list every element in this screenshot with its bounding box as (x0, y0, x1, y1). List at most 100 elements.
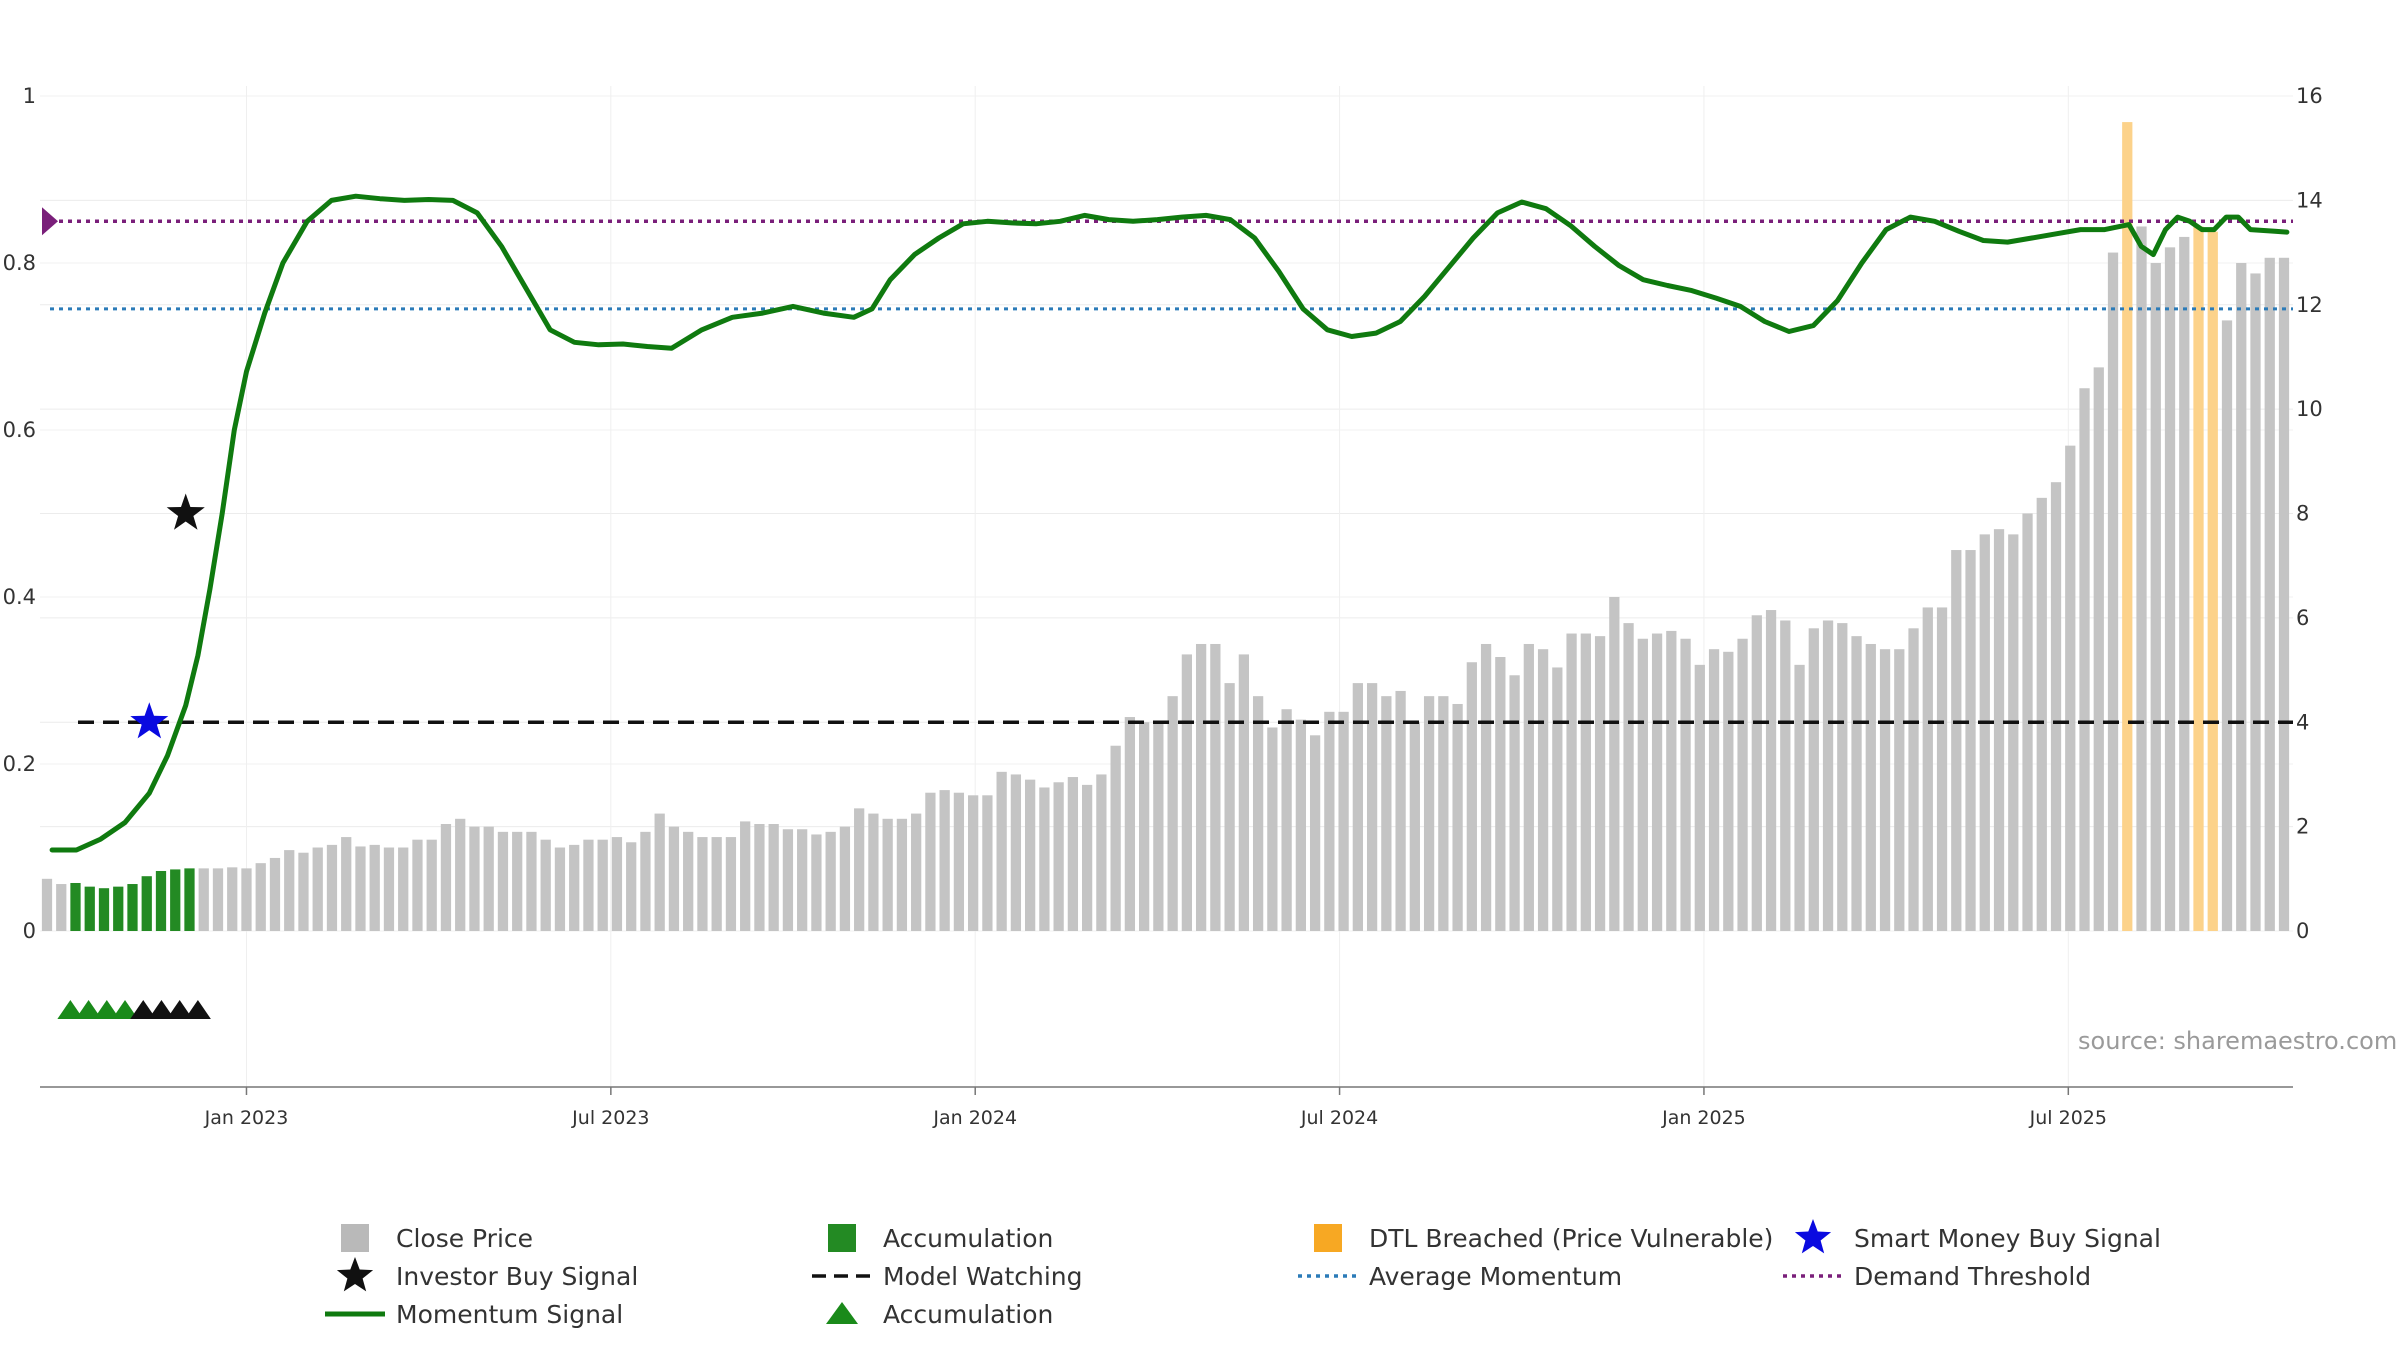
source-note: source: sharemaestro.com (2078, 1027, 2397, 1055)
close-price-bar (1252, 696, 1264, 931)
close-price-bar (896, 818, 908, 931)
legend-label: Smart Money Buy Signal (1854, 1224, 2161, 1253)
legend-square-swatch (341, 1224, 369, 1252)
close-price-bar (1993, 529, 2005, 931)
close-price-bar (512, 831, 523, 931)
close-price-bar (1082, 784, 1093, 931)
accumulation-bar (170, 869, 181, 931)
close-price-bars (41, 122, 2290, 931)
close-price-bar (440, 824, 452, 931)
x-tick-label: Jul 2023 (571, 1107, 649, 1129)
close-price-bar (1694, 664, 1705, 931)
close-price-bar (1452, 703, 1463, 931)
buy-signals (130, 493, 205, 739)
close-price-bar (2250, 273, 2261, 931)
close-price-bar (1680, 638, 1691, 931)
accumulation-triangle (93, 1000, 120, 1019)
legend-label: Momentum Signal (396, 1300, 623, 1329)
close-price-bar (2264, 257, 2275, 931)
close-price-bar (198, 868, 209, 931)
legend-item: Average Momentum (1298, 1262, 1622, 1291)
legend-square-swatch (828, 1224, 856, 1252)
y-right-tick-label: 2 (2296, 815, 2309, 839)
x-axis: Jan 2023 Jul 2023 Jan 2024 Jul 2024 Jan 2025… (204, 1087, 2107, 1129)
grid-lines (40, 86, 2293, 1087)
x-tick-label: Jan 2023 (204, 1107, 289, 1129)
watching-triangle (166, 1000, 193, 1019)
close-price-bar (2008, 534, 2019, 931)
legend-label: Model Watching (883, 1262, 1083, 1291)
close-price-bar (911, 813, 922, 931)
close-price-bar (1751, 615, 1762, 931)
close-price-bar (255, 863, 266, 931)
accumulation-bar (141, 876, 152, 931)
legend-item: Accumulation (826, 1300, 1053, 1329)
accumulation-bar (98, 888, 110, 931)
close-price-bar (497, 831, 509, 931)
investor-buy-signal-star (166, 493, 205, 530)
y-right-tick-label: 0 (2296, 919, 2309, 943)
close-price-bar (839, 826, 851, 931)
close-price-bar (1210, 643, 1221, 931)
close-price-bar (1765, 610, 1777, 931)
x-tick-label: Jan 2025 (1661, 1107, 1746, 1129)
close-price-bar (1366, 683, 1378, 931)
close-price-bar (868, 813, 879, 931)
close-price-bar (227, 867, 238, 931)
accumulation-triangle (75, 1000, 102, 1019)
close-price-bar (1466, 662, 1477, 931)
legend-label: Demand Threshold (1854, 1262, 2091, 1291)
watching-triangle (130, 1000, 157, 1019)
close-price-bar (2221, 320, 2233, 931)
close-price-bar (1295, 719, 1306, 931)
close-price-bar (469, 826, 480, 931)
close-price-bar (369, 844, 380, 931)
close-price-bar (1837, 623, 1848, 931)
close-price-bar (882, 818, 893, 931)
close-price-bar (825, 831, 836, 931)
momentum-signal-line (49, 193, 2290, 853)
close-price-bar (1096, 774, 1107, 931)
close-price-bar (1922, 607, 1933, 931)
dtl-breached-bar (2122, 122, 2133, 931)
close-price-bar (2278, 257, 2290, 931)
accumulation-bar (184, 868, 195, 931)
close-price-bar (953, 792, 965, 931)
close-price-bar (1822, 620, 1834, 931)
close-price-bar (854, 808, 865, 931)
watching-triangle (184, 1000, 211, 1019)
dtl-breached-bar (2193, 226, 2204, 931)
legend-label: Investor Buy Signal (396, 1262, 638, 1291)
close-price-bar (2164, 247, 2176, 931)
legend-item: Close Price (341, 1224, 533, 1253)
legend-label: Average Momentum (1369, 1262, 1622, 1291)
close-price-bar (2065, 445, 2076, 931)
close-price-bar (1908, 628, 1919, 931)
close-price-bar (1338, 711, 1349, 931)
close-price-bar (811, 834, 822, 931)
y-right-tick-label: 8 (2296, 502, 2309, 526)
close-price-bar (583, 839, 594, 931)
close-price-bar (2036, 497, 2047, 931)
close-price-bar (1395, 690, 1406, 931)
close-price-bar (1552, 667, 1563, 931)
close-price-bar (1138, 722, 1150, 931)
x-tick-label: Jul 2024 (1300, 1107, 1378, 1129)
close-price-bar (1409, 722, 1420, 931)
close-price-bar (2179, 236, 2190, 931)
legend-item: Smart Money Buy Signal (1794, 1219, 2161, 1254)
close-price-bar (754, 824, 765, 931)
close-price-bar (1879, 649, 1891, 931)
close-price-bar (1794, 664, 1805, 931)
close-price-bar (968, 795, 979, 931)
close-price-bar (2107, 252, 2119, 931)
close-price-bar (654, 813, 665, 931)
close-price-bar (426, 839, 437, 931)
close-price-bar (355, 846, 366, 931)
y-right-tick-label: 16 (2296, 84, 2323, 108)
close-price-bar (1651, 633, 1663, 931)
close-price-bar (1438, 696, 1449, 931)
close-price-bar (1153, 722, 1164, 931)
accumulation-bar (155, 870, 167, 931)
close-price-bar (1623, 623, 1634, 931)
